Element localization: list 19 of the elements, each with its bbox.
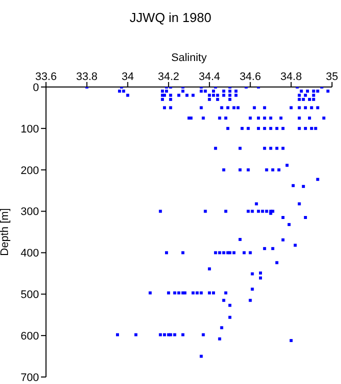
chart-title: JJWQ in 1980 xyxy=(128,10,212,25)
x-tick-label: 35 xyxy=(326,71,338,83)
x-tick-label: 34.8 xyxy=(280,71,302,83)
y-tick-label: 200 xyxy=(20,164,39,177)
x-tick-label: 33.8 xyxy=(76,71,98,83)
x-axis-title: Salinity xyxy=(171,52,208,64)
x-tick-label: 34.2 xyxy=(158,71,180,83)
y-tick-label: 400 xyxy=(20,248,39,260)
x-tick-label: 34 xyxy=(122,71,134,83)
x-tick-label: 34.4 xyxy=(198,71,220,83)
y-tick-label: 600 xyxy=(20,330,39,342)
x-tick-label: 33.6 xyxy=(35,71,57,83)
y-tick-label: 300 xyxy=(20,206,39,218)
y-tick-label: 0 xyxy=(32,82,39,94)
y-axis-title: Depth [m] xyxy=(0,208,11,256)
y-tick-label: 500 xyxy=(20,289,39,302)
y-tick-label: 100 xyxy=(20,123,39,136)
x-tick-label: 34.6 xyxy=(240,71,261,83)
y-tick-label: 700 xyxy=(20,372,39,384)
